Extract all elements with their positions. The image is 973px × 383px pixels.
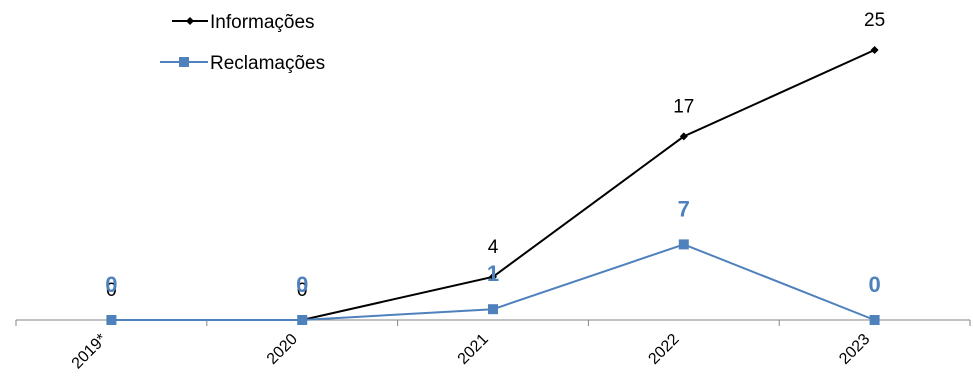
x-tick-label: 2020 — [264, 331, 301, 368]
legend-marker-informacoes — [186, 17, 194, 25]
data-label-informacoes: 4 — [488, 237, 499, 258]
series-1-point — [297, 315, 308, 325]
series-0-point — [489, 272, 497, 281]
data-label-reclamacoes: 1 — [487, 261, 499, 286]
legend: Informações Reclamações — [160, 12, 325, 74]
x-tick-label: 2023 — [836, 331, 873, 368]
series-0-point — [679, 132, 688, 141]
legend-marker-reclamacoes — [179, 57, 189, 67]
data-label-informacoes: 17 — [673, 96, 694, 117]
data-label-reclamacoes: 7 — [678, 196, 690, 221]
series-1-point — [869, 315, 880, 325]
series-layer — [106, 46, 880, 325]
x-tick-label: 2021 — [455, 331, 492, 368]
series-1-point — [488, 304, 498, 315]
data-label-reclamacoes: 0 — [868, 272, 880, 297]
legend-item-reclamacoes: Reclamações — [160, 53, 325, 74]
series-1-point — [106, 315, 117, 325]
series-1-point — [678, 239, 689, 250]
legend-label-reclamacoes: Reclamações — [210, 53, 325, 74]
x-tick-label: 2022 — [645, 331, 682, 368]
legend-label-informacoes: Informações — [210, 12, 315, 33]
series-0-point — [870, 46, 879, 54]
x-axis-tick-labels: 2019* 2020 2021 2022 2023 — [69, 331, 874, 373]
legend-item-informacoes: Informações — [172, 12, 315, 33]
x-tick-label: 2019* — [69, 331, 111, 373]
data-label-informacoes: 0 — [297, 280, 308, 301]
data-label-informacoes: 25 — [864, 10, 885, 31]
data-label-informacoes: 0 — [106, 280, 117, 301]
data-label-reclamacoes: 0 — [105, 272, 117, 297]
x-axis: 2019* 2020 2021 2022 2023 — [15, 319, 971, 373]
data-label-reclamacoes: 0 — [296, 272, 308, 297]
